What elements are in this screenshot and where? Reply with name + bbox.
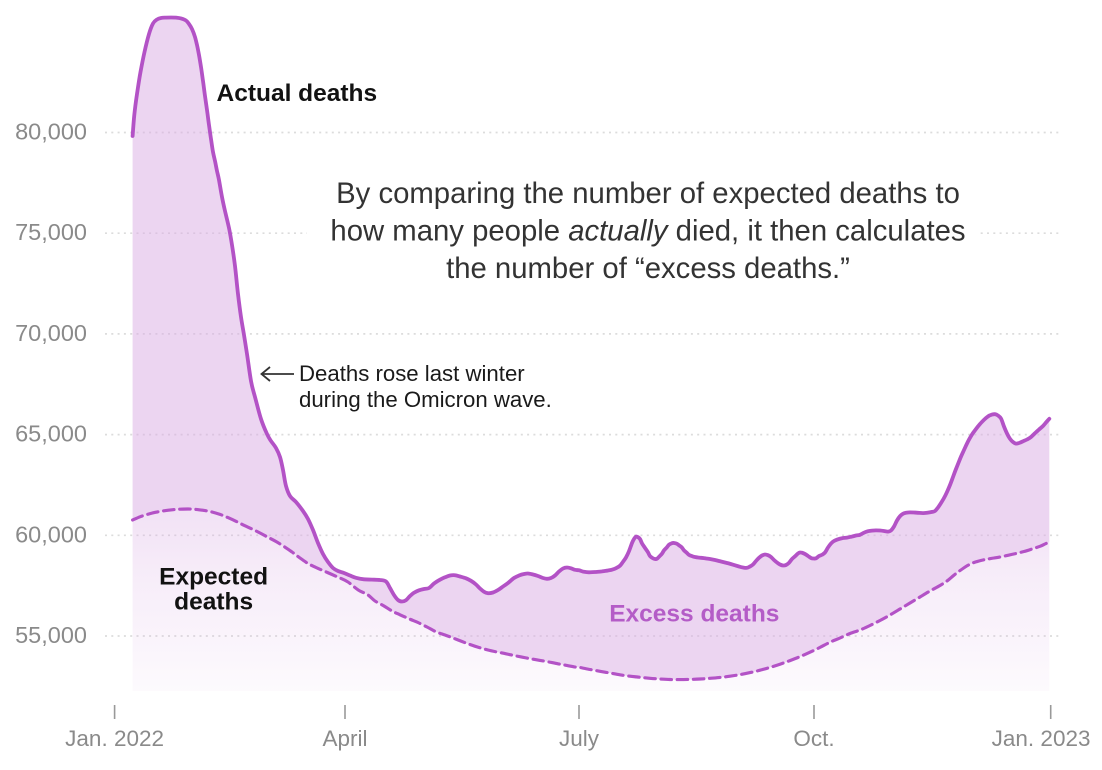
svg-text:July: July — [559, 726, 600, 751]
svg-text:the number of “excess deaths.”: the number of “excess deaths.” — [446, 252, 850, 285]
svg-text:55,000: 55,000 — [15, 622, 87, 648]
svg-text:80,000: 80,000 — [15, 119, 87, 145]
svg-text:65,000: 65,000 — [15, 421, 87, 447]
svg-text:Deaths rose last winter: Deaths rose last winter — [299, 361, 525, 386]
svg-text:75,000: 75,000 — [15, 219, 87, 245]
svg-text:deaths: deaths — [174, 588, 253, 615]
svg-text:Oct.: Oct. — [793, 726, 834, 751]
svg-text:Expected: Expected — [159, 564, 268, 591]
svg-text:how many people actually died,: how many people actually died, it then c… — [330, 215, 965, 248]
svg-text:during the Omicron wave.: during the Omicron wave. — [299, 387, 552, 412]
svg-text:Jan. 2023: Jan. 2023 — [992, 726, 1091, 751]
svg-text:60,000: 60,000 — [15, 521, 87, 547]
svg-text:April: April — [322, 726, 367, 751]
svg-text:By comparing the number of exp: By comparing the number of expected deat… — [336, 177, 960, 210]
svg-text:Excess deaths: Excess deaths — [609, 601, 779, 628]
svg-text:Actual deaths: Actual deaths — [217, 80, 378, 107]
svg-text:70,000: 70,000 — [15, 320, 87, 346]
svg-text:Jan. 2022: Jan. 2022 — [65, 726, 164, 751]
